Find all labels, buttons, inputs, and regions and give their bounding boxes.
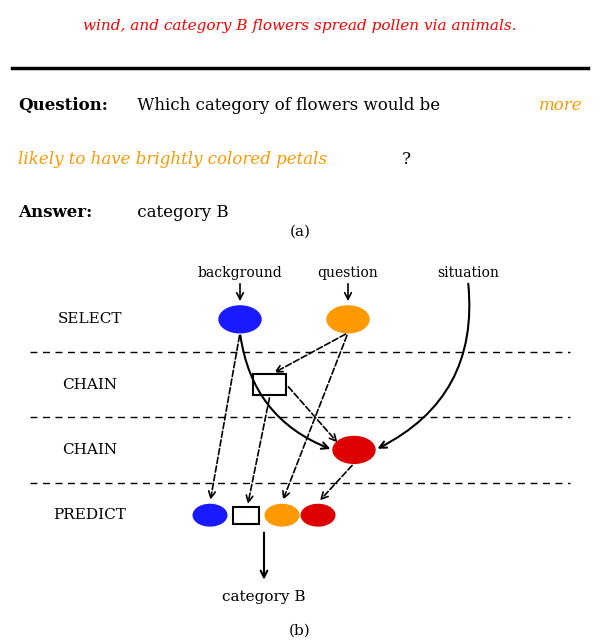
Text: SELECT: SELECT bbox=[58, 312, 122, 326]
Text: question: question bbox=[317, 266, 379, 280]
FancyArrowPatch shape bbox=[241, 335, 328, 449]
Text: category B: category B bbox=[222, 590, 306, 604]
Circle shape bbox=[301, 504, 335, 526]
FancyArrowPatch shape bbox=[344, 284, 352, 300]
Circle shape bbox=[333, 436, 375, 463]
Text: PREDICT: PREDICT bbox=[53, 508, 127, 522]
FancyBboxPatch shape bbox=[233, 507, 259, 524]
FancyArrowPatch shape bbox=[380, 284, 469, 447]
FancyArrowPatch shape bbox=[276, 334, 346, 372]
FancyArrowPatch shape bbox=[260, 532, 268, 577]
Text: more: more bbox=[538, 97, 582, 115]
Text: Question:: Question: bbox=[18, 97, 108, 115]
FancyArrowPatch shape bbox=[289, 387, 336, 441]
Text: (a): (a) bbox=[290, 225, 311, 238]
Text: (b): (b) bbox=[289, 623, 311, 637]
Text: category B: category B bbox=[132, 204, 229, 221]
Text: background: background bbox=[197, 266, 283, 280]
Text: situation: situation bbox=[437, 266, 499, 280]
FancyBboxPatch shape bbox=[253, 374, 286, 395]
Text: Which category of flowers would be: Which category of flowers would be bbox=[132, 97, 445, 115]
Circle shape bbox=[193, 504, 227, 526]
Text: likely to have brightly colored petals: likely to have brightly colored petals bbox=[18, 151, 327, 168]
Text: CHAIN: CHAIN bbox=[62, 378, 118, 392]
FancyArrowPatch shape bbox=[209, 335, 239, 498]
FancyArrowPatch shape bbox=[236, 284, 244, 300]
Text: ?: ? bbox=[402, 151, 411, 168]
Circle shape bbox=[265, 504, 299, 526]
FancyArrowPatch shape bbox=[321, 465, 352, 499]
FancyArrowPatch shape bbox=[283, 335, 347, 498]
Text: CHAIN: CHAIN bbox=[62, 443, 118, 457]
FancyArrowPatch shape bbox=[247, 398, 269, 502]
Circle shape bbox=[327, 306, 369, 333]
Circle shape bbox=[219, 306, 261, 333]
Text: wind, and category B flowers spread pollen via animals.: wind, and category B flowers spread poll… bbox=[83, 19, 517, 33]
Text: Answer:: Answer: bbox=[18, 204, 92, 221]
